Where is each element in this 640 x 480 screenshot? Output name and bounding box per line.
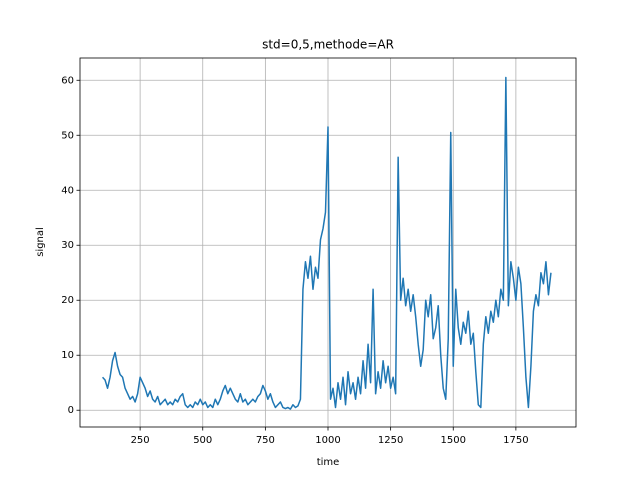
y-tick-label: 10 bbox=[61, 350, 74, 361]
x-axis-label: time bbox=[317, 457, 340, 468]
x-tick-label: 250 bbox=[131, 435, 150, 446]
x-tick-label: 1250 bbox=[378, 435, 403, 446]
data-line bbox=[101, 76, 552, 410]
x-tick-label: 750 bbox=[256, 435, 275, 446]
chart-title: std=0,5,methode=AR bbox=[262, 38, 394, 52]
y-tick-label: 0 bbox=[68, 405, 74, 416]
plot-frame bbox=[79, 57, 577, 428]
y-tick-label: 30 bbox=[61, 240, 74, 251]
x-tick-label: 500 bbox=[193, 435, 212, 446]
y-tick-label: 60 bbox=[61, 75, 74, 86]
x-tick-label: 1500 bbox=[441, 435, 466, 446]
x-tick-label: 1750 bbox=[503, 435, 528, 446]
y-tick-label: 20 bbox=[61, 295, 74, 306]
y-tick-label: 40 bbox=[61, 185, 74, 196]
x-tick-label: 1000 bbox=[315, 435, 340, 446]
y-axis-label: signal bbox=[35, 227, 46, 257]
y-tick-label: 50 bbox=[61, 130, 74, 141]
